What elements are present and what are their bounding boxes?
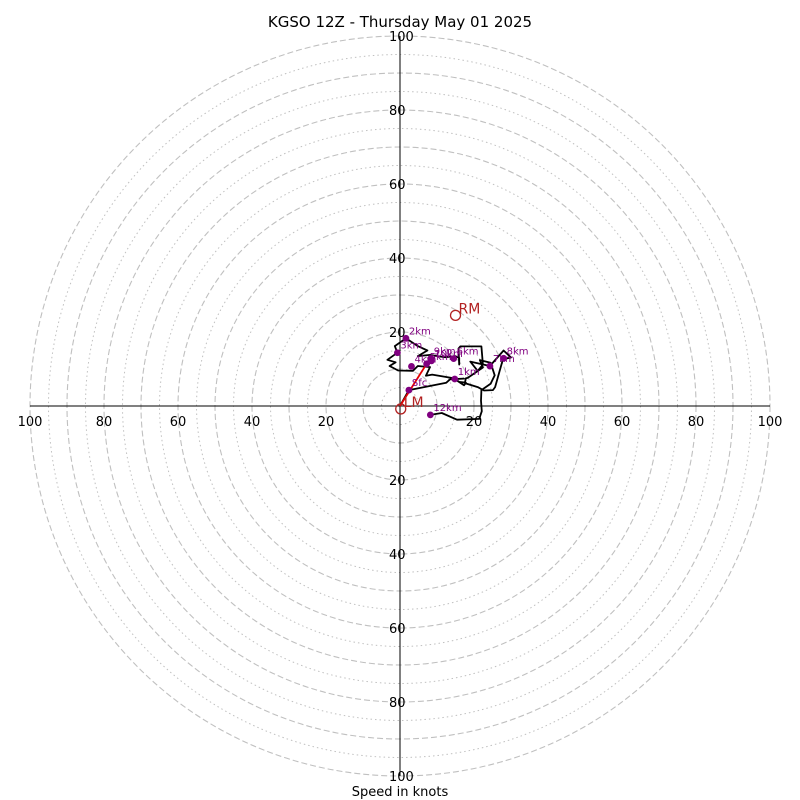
y-tick-label: 60: [389, 178, 406, 193]
x-axis-label: Speed in knots: [352, 785, 449, 800]
y-tick-label: 100: [389, 770, 414, 785]
mean-wind-vector: [399, 363, 428, 407]
storm-motion-marker: [449, 309, 462, 322]
x-tick-label: 60: [614, 415, 631, 430]
height-marker-label: 6km: [457, 347, 479, 358]
height-marker-label: 10km: [434, 349, 462, 360]
storm-motion-markers: RM LM: [395, 301, 481, 415]
height-marker-dot: [402, 334, 410, 342]
x-tick-label: 100: [758, 415, 783, 430]
y-tick-label: 40: [389, 252, 406, 267]
height-marker-dot: [405, 386, 413, 394]
height-marker-label: Sfc: [412, 378, 427, 389]
mean-wind-layer: [399, 363, 428, 407]
height-marker-dot: [428, 357, 435, 365]
y-tick-label: 80: [389, 696, 406, 711]
height-marker-label: 5km: [430, 352, 452, 363]
height-marker-label: 3km: [400, 341, 422, 352]
height-marker-label: 8km: [507, 346, 529, 357]
height-marker-dot: [450, 355, 458, 363]
height-marker-label: 12km: [433, 403, 461, 414]
x-tick-label: 60: [170, 415, 187, 430]
x-tick-label: 80: [96, 415, 113, 430]
hodograph-trace: [386, 337, 512, 421]
height-marker-dot: [451, 375, 459, 383]
height-marker-label: 4km: [414, 354, 436, 365]
y-tick-label: 20: [389, 326, 406, 341]
height-marker-label: 9km: [434, 347, 456, 358]
hodograph-line: [386, 337, 512, 421]
x-tick-label: 20: [318, 415, 335, 430]
y-tick-label: 40: [389, 548, 406, 563]
height-marker-label: 1km: [458, 367, 480, 378]
height-markers: Sfc1km2km3km4km5km6km7km8km9km10km12km: [394, 326, 529, 419]
height-marker-dot: [408, 363, 415, 370]
height-marker-dot: [500, 354, 507, 362]
height-marker-dot: [394, 349, 401, 357]
height-marker-dot: [426, 411, 434, 419]
storm-motion-label: RM: [459, 301, 481, 317]
y-tick-label: 60: [389, 622, 406, 637]
x-tick-label: 80: [688, 415, 705, 430]
storm-motion-marker: [395, 403, 407, 415]
storm-motion-label: LM: [404, 395, 424, 411]
x-tick-label: 100: [18, 415, 43, 430]
x-tick-label: 40: [244, 415, 261, 430]
y-tick-label: 80: [389, 104, 406, 119]
chart-title: KGSO 12Z - Thursday May 01 2025: [268, 13, 532, 31]
height-marker-dot: [486, 362, 494, 370]
height-marker-label: 2km: [409, 326, 431, 337]
y-tick-label: 100: [389, 30, 414, 45]
x-tick-label: 40: [540, 415, 557, 430]
y-tick-label: 20: [389, 474, 406, 489]
